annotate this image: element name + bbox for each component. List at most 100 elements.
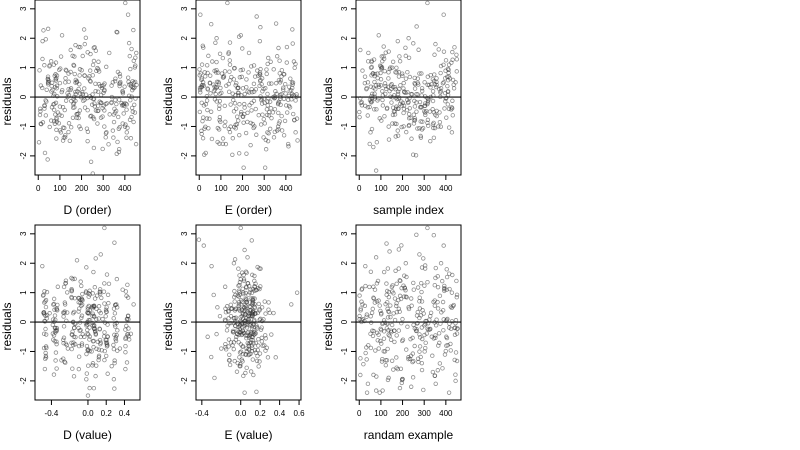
data-point [445,74,450,79]
data-point [98,115,104,120]
data-point [238,361,243,367]
data-point [51,372,57,377]
data-point [252,278,257,284]
data-point [126,79,131,84]
data-point [262,165,268,170]
data-point [66,71,71,76]
data-point [237,363,242,369]
data-point [454,57,460,62]
data-point [93,48,99,53]
data-point [368,84,374,89]
data-point [419,289,424,295]
data-point [242,302,248,308]
data-point [432,72,437,77]
scatter-panel-4: -0.4 0.0 0.2 0.4 -2 -1 0 1 2 3 D (value) residuals [0,224,141,442]
data-point [91,385,97,391]
data-point [243,296,248,301]
data-point [384,106,390,112]
data-point [404,347,409,352]
data-point [112,78,118,84]
data-point [258,77,263,83]
data-point [120,88,125,94]
data-point [412,343,417,349]
data-point [96,59,101,64]
data-point [268,106,274,111]
data-point [253,311,258,316]
data-point [374,299,380,304]
data-point [372,71,378,77]
data-point [424,331,429,336]
data-point [111,112,116,117]
data-point [446,390,452,395]
data-point [420,119,425,124]
data-point [442,286,447,291]
data-point [381,44,386,49]
data-point [51,302,56,307]
data-point [94,293,100,298]
data-point [385,306,390,312]
data-point [244,336,249,341]
data-point [54,341,59,347]
data-point [90,311,96,316]
data-point [237,75,243,80]
data-point [112,360,117,366]
data-point [264,71,269,77]
x-tick-label: 300 [418,184,432,193]
data-point [57,80,63,86]
data-point [260,112,265,117]
data-point [288,76,293,81]
data-point [114,320,119,326]
data-point [412,104,418,109]
data-point [410,351,416,356]
data-point [84,265,89,270]
data-point [42,103,47,109]
data-point [93,108,99,113]
data-point [236,118,241,123]
data-point [259,325,264,330]
data-point [254,132,259,137]
data-point [262,343,267,348]
data-point [51,296,57,302]
data-point [81,98,86,103]
data-point [450,98,455,103]
data-point [406,356,411,362]
data-point [271,310,276,316]
data-point [381,349,386,354]
data-point [454,278,459,284]
data-point [249,64,254,69]
data-point [63,80,68,85]
data-point [125,282,130,288]
y-axis-label: residuals [161,77,175,125]
data-point [273,81,279,86]
data-point [244,284,249,289]
x-tick-label: 200 [396,184,410,193]
data-point [265,355,271,360]
data-point [238,318,243,324]
data-point [132,102,137,107]
data-point [419,280,424,286]
data-point [278,92,283,98]
data-point [57,67,62,73]
data-point [243,307,248,312]
data-point [244,297,249,302]
data-point [77,306,82,311]
x-tick-label: 300 [418,409,432,418]
data-point [237,273,242,278]
data-point [441,62,446,68]
data-point [94,346,99,352]
data-point [84,351,89,357]
data-point [91,145,97,151]
data-point [279,113,284,119]
data-point [250,302,255,307]
data-point [403,53,408,59]
data-point [423,345,428,351]
data-point [450,113,455,118]
y-tick-label: -2 [19,152,28,160]
data-point [54,115,59,121]
data-point [376,82,381,88]
data-point [224,328,230,333]
data-point [411,280,416,286]
data-point [389,100,394,105]
data-point [265,61,270,67]
data-point [86,294,91,299]
